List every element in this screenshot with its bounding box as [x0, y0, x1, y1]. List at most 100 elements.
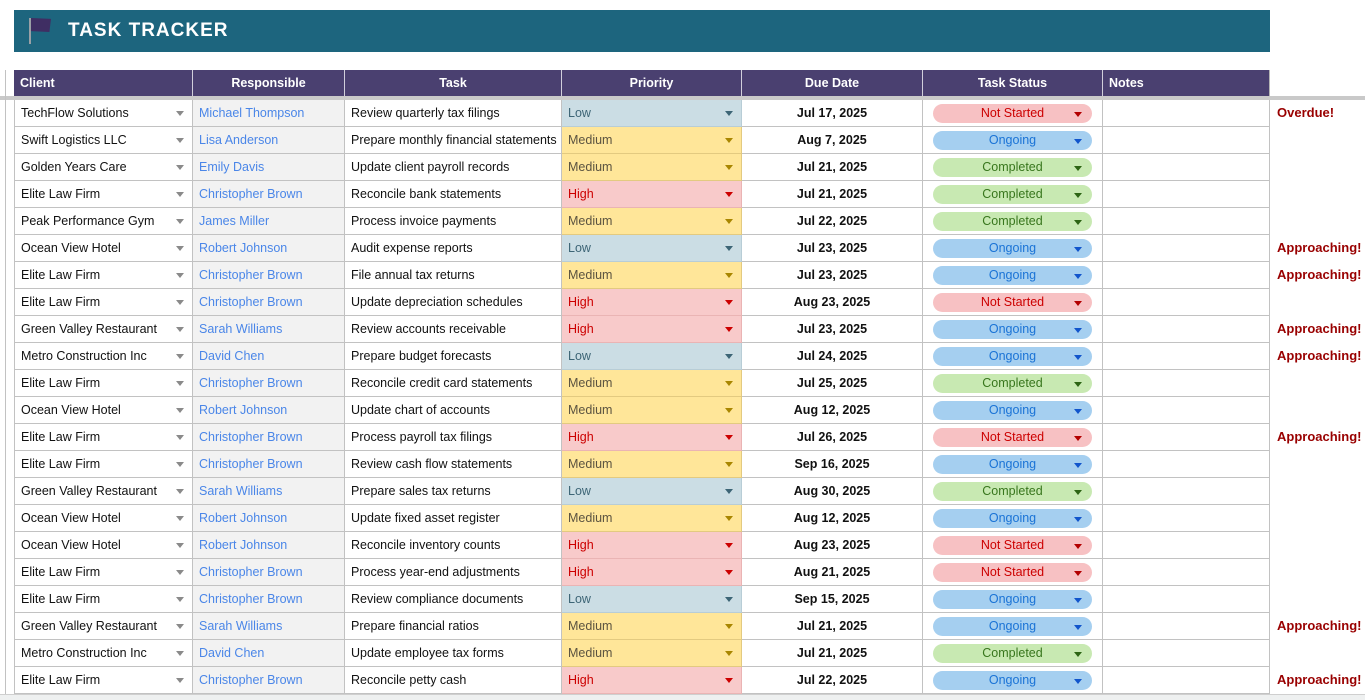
task-cell[interactable]: Reconcile inventory counts: [345, 532, 562, 559]
column-header-notes[interactable]: Notes: [1103, 70, 1270, 96]
priority-dropdown[interactable]: Medium: [562, 451, 742, 478]
chevron-down-icon[interactable]: [725, 111, 733, 116]
client-cell[interactable]: Elite Law Firm: [14, 370, 193, 397]
due-date-cell[interactable]: Jul 23, 2025: [742, 316, 923, 343]
notes-cell[interactable]: [1103, 208, 1270, 235]
due-date-cell[interactable]: Jul 23, 2025: [742, 262, 923, 289]
chevron-down-icon[interactable]: [176, 165, 184, 170]
client-cell[interactable]: Peak Performance Gym: [14, 208, 193, 235]
due-date-cell[interactable]: Aug 21, 2025: [742, 559, 923, 586]
priority-dropdown[interactable]: Low: [562, 478, 742, 505]
client-cell[interactable]: Ocean View Hotel: [14, 397, 193, 424]
client-cell[interactable]: Green Valley Restaurant: [14, 316, 193, 343]
notes-cell[interactable]: [1103, 478, 1270, 505]
chevron-down-icon[interactable]: [725, 327, 733, 332]
responsible-link[interactable]: David Chen: [193, 640, 345, 667]
status-dropdown[interactable]: Ongoing: [923, 613, 1103, 640]
chevron-down-icon[interactable]: [176, 624, 184, 629]
status-dropdown[interactable]: Not Started: [923, 289, 1103, 316]
priority-dropdown[interactable]: Medium: [562, 370, 742, 397]
notes-cell[interactable]: [1103, 640, 1270, 667]
chevron-down-icon[interactable]: [176, 651, 184, 656]
priority-dropdown[interactable]: Low: [562, 586, 742, 613]
client-cell[interactable]: Elite Law Firm: [14, 559, 193, 586]
priority-dropdown[interactable]: Low: [562, 235, 742, 262]
task-cell[interactable]: Update fixed asset register: [345, 505, 562, 532]
status-dropdown[interactable]: Completed: [923, 478, 1103, 505]
task-cell[interactable]: Reconcile petty cash: [345, 667, 562, 694]
chevron-down-icon[interactable]: [1074, 219, 1082, 225]
chevron-down-icon[interactable]: [725, 624, 733, 629]
priority-dropdown[interactable]: Medium: [562, 505, 742, 532]
chevron-down-icon[interactable]: [1074, 543, 1082, 549]
priority-dropdown[interactable]: Medium: [562, 640, 742, 667]
status-dropdown[interactable]: Not Started: [923, 532, 1103, 559]
chevron-down-icon[interactable]: [1074, 570, 1082, 576]
priority-dropdown[interactable]: High: [562, 289, 742, 316]
notes-cell[interactable]: [1103, 505, 1270, 532]
notes-cell[interactable]: [1103, 424, 1270, 451]
task-cell[interactable]: Review cash flow statements: [345, 451, 562, 478]
due-date-cell[interactable]: Jul 25, 2025: [742, 370, 923, 397]
chevron-down-icon[interactable]: [176, 327, 184, 332]
task-cell[interactable]: Update depreciation schedules: [345, 289, 562, 316]
priority-dropdown[interactable]: High: [562, 559, 742, 586]
status-dropdown[interactable]: Ongoing: [923, 127, 1103, 154]
chevron-down-icon[interactable]: [725, 570, 733, 575]
client-cell[interactable]: Metro Construction Inc: [14, 343, 193, 370]
chevron-down-icon[interactable]: [176, 192, 184, 197]
chevron-down-icon[interactable]: [176, 354, 184, 359]
chevron-down-icon[interactable]: [1074, 111, 1082, 117]
client-cell[interactable]: TechFlow Solutions: [14, 100, 193, 127]
task-cell[interactable]: Process payroll tax filings: [345, 424, 562, 451]
responsible-link[interactable]: Robert Johnson: [193, 235, 345, 262]
task-cell[interactable]: Prepare budget forecasts: [345, 343, 562, 370]
due-date-cell[interactable]: Jul 21, 2025: [742, 640, 923, 667]
chevron-down-icon[interactable]: [176, 111, 184, 116]
notes-cell[interactable]: [1103, 235, 1270, 262]
client-cell[interactable]: Ocean View Hotel: [14, 505, 193, 532]
client-cell[interactable]: Elite Law Firm: [14, 586, 193, 613]
priority-dropdown[interactable]: Medium: [562, 127, 742, 154]
responsible-link[interactable]: Christopher Brown: [193, 451, 345, 478]
due-date-cell[interactable]: Aug 30, 2025: [742, 478, 923, 505]
chevron-down-icon[interactable]: [176, 381, 184, 386]
client-cell[interactable]: Ocean View Hotel: [14, 235, 193, 262]
chevron-down-icon[interactable]: [1074, 408, 1082, 414]
chevron-down-icon[interactable]: [1074, 381, 1082, 387]
due-date-cell[interactable]: Jul 17, 2025: [742, 100, 923, 127]
notes-cell[interactable]: [1103, 667, 1270, 694]
due-date-cell[interactable]: Sep 15, 2025: [742, 586, 923, 613]
status-dropdown[interactable]: Not Started: [923, 424, 1103, 451]
chevron-down-icon[interactable]: [176, 138, 184, 143]
task-cell[interactable]: Review quarterly tax filings: [345, 100, 562, 127]
client-cell[interactable]: Elite Law Firm: [14, 289, 193, 316]
chevron-down-icon[interactable]: [725, 300, 733, 305]
priority-dropdown[interactable]: High: [562, 667, 742, 694]
client-cell[interactable]: Green Valley Restaurant: [14, 478, 193, 505]
client-cell[interactable]: Elite Law Firm: [14, 451, 193, 478]
notes-cell[interactable]: [1103, 451, 1270, 478]
responsible-link[interactable]: Lisa Anderson: [193, 127, 345, 154]
chevron-down-icon[interactable]: [1074, 489, 1082, 495]
client-cell[interactable]: Golden Years Care: [14, 154, 193, 181]
status-dropdown[interactable]: Completed: [923, 181, 1103, 208]
notes-cell[interactable]: [1103, 397, 1270, 424]
notes-cell[interactable]: [1103, 181, 1270, 208]
responsible-link[interactable]: Christopher Brown: [193, 667, 345, 694]
status-dropdown[interactable]: Ongoing: [923, 343, 1103, 370]
chevron-down-icon[interactable]: [176, 678, 184, 683]
chevron-down-icon[interactable]: [725, 597, 733, 602]
priority-dropdown[interactable]: Medium: [562, 262, 742, 289]
notes-cell[interactable]: [1103, 559, 1270, 586]
chevron-down-icon[interactable]: [1074, 273, 1082, 279]
chevron-down-icon[interactable]: [725, 516, 733, 521]
responsible-link[interactable]: Sarah Williams: [193, 316, 345, 343]
responsible-link[interactable]: Christopher Brown: [193, 586, 345, 613]
column-header-priority[interactable]: Priority: [562, 70, 742, 96]
chevron-down-icon[interactable]: [725, 138, 733, 143]
task-cell[interactable]: Prepare financial ratios: [345, 613, 562, 640]
task-cell[interactable]: Audit expense reports: [345, 235, 562, 262]
status-dropdown[interactable]: Completed: [923, 370, 1103, 397]
responsible-link[interactable]: Christopher Brown: [193, 370, 345, 397]
